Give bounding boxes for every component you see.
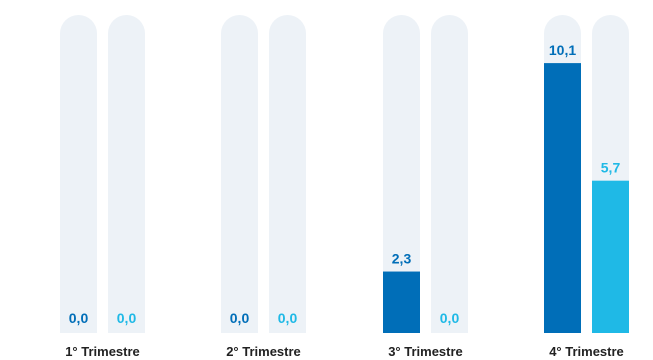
value-labels: 0,0 0,0 0,0 0,0 2,3 0,0 10,1 5,7 xyxy=(69,42,621,326)
x-axis-tick-labels: 1° Trimestre 2° Trimestre 3° Trimestre 4° T… xyxy=(65,344,624,359)
bar-track-2-1 xyxy=(221,15,258,333)
value-label-2-1: 0,0 xyxy=(230,310,250,326)
value-label-1-1: 0,0 xyxy=(69,310,89,326)
value-label-4-1: 10,1 xyxy=(549,42,576,58)
value-label-4-2: 5,7 xyxy=(601,160,621,176)
bar-track-3-1 xyxy=(383,15,420,333)
value-label-3-1: 2,3 xyxy=(392,251,412,267)
value-label-1-2: 0,0 xyxy=(117,310,137,326)
bar-track-2-2 xyxy=(269,15,306,333)
value-label-2-2: 0,0 xyxy=(278,310,298,326)
bar-track-1-1 xyxy=(60,15,97,333)
bar-4-1 xyxy=(544,63,581,334)
x-tick-label-1: 1° Trimestre xyxy=(65,344,140,359)
bars xyxy=(383,63,629,334)
x-tick-label-3: 3° Trimestre xyxy=(388,344,463,359)
x-tick-label-4: 4° Trimestre xyxy=(549,344,624,359)
bar-tracks xyxy=(60,15,629,333)
value-label-3-2: 0,0 xyxy=(440,310,460,326)
bar-track-3-2 xyxy=(431,15,468,333)
x-tick-label-2: 2° Trimestre xyxy=(226,344,301,359)
bar-3-1 xyxy=(383,271,420,333)
bar-track-1-2 xyxy=(108,15,145,333)
bar-4-2 xyxy=(592,180,629,333)
